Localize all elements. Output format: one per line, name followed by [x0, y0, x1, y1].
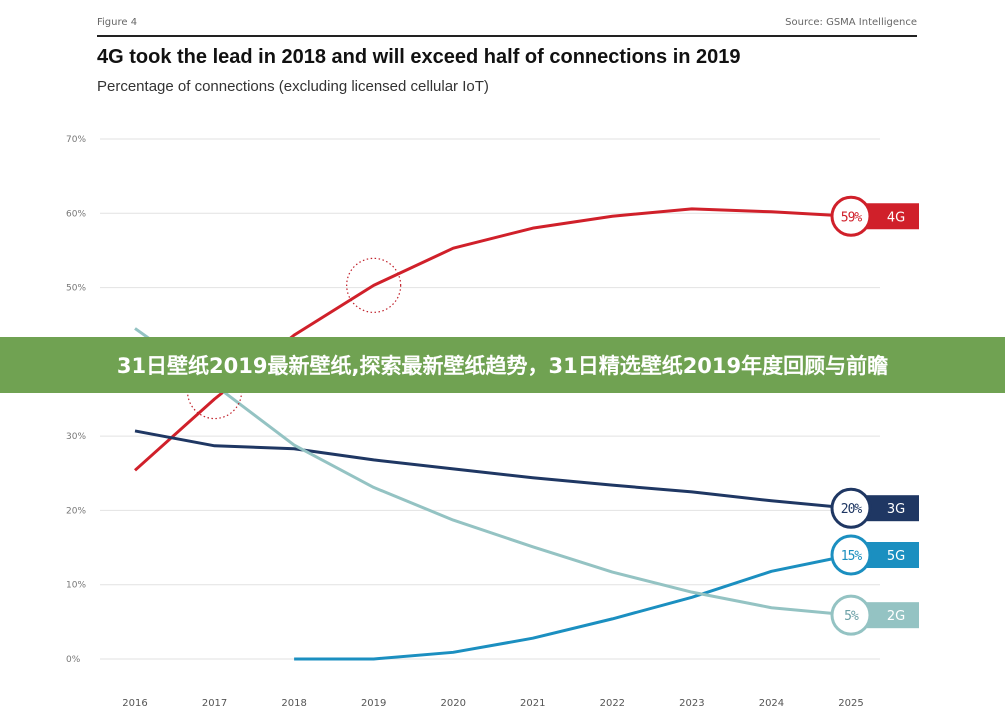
x-tick-label: 2020	[440, 698, 465, 709]
x-tick-label: 2016	[122, 698, 147, 709]
series-name-label: 5G	[887, 549, 905, 564]
series-name-label: 3G	[887, 502, 905, 517]
end-value-label: 15%	[841, 549, 863, 564]
series-name-label: 2G	[887, 609, 905, 624]
end-value-circle-5G	[830, 534, 872, 576]
chart-subtitle: Percentage of connections (excluding lic…	[97, 78, 489, 95]
x-tick-label: 2025	[838, 698, 863, 709]
y-tick-label: 70%	[66, 135, 86, 145]
series-line-5G	[294, 553, 852, 661]
end-value-circle-4G	[830, 195, 872, 237]
x-tick-label: 2023	[679, 698, 704, 709]
y-tick-label: 30%	[66, 432, 86, 442]
end-value-label: 59%	[841, 210, 863, 225]
y-tick-label: 0%	[66, 655, 81, 665]
end-value-label: 20%	[841, 502, 863, 517]
series-name-label: 4G	[887, 210, 905, 225]
figure-label: Figure 4	[97, 17, 138, 28]
x-tick-label: 2024	[759, 698, 784, 709]
y-tick-label: 20%	[66, 506, 86, 516]
title-banner: 31日壁纸2019最新壁纸,探索最新壁纸趋势，31日精选壁纸2019年度回顾与前…	[0, 337, 1005, 393]
header-divider	[97, 35, 917, 37]
x-tick-label: 2021	[520, 698, 545, 709]
x-tick-label: 2019	[361, 698, 386, 709]
y-tick-label: 10%	[66, 581, 86, 591]
series-line-2G	[134, 327, 852, 617]
y-tick-label: 60%	[66, 209, 86, 219]
x-tick-label: 2022	[600, 698, 625, 709]
y-tick-label: 50%	[66, 284, 86, 294]
series-line-3G	[134, 429, 852, 510]
source-label: Source: GSMA Intelligence	[785, 17, 917, 28]
end-value-label: 5%	[844, 609, 859, 624]
x-tick-label: 2018	[281, 698, 306, 709]
end-value-circle-2G	[830, 594, 872, 636]
end-value-circle-3G	[830, 487, 872, 529]
highlight-circle	[346, 257, 402, 313]
x-tick-label: 2017	[202, 698, 227, 709]
chart-title: 4G took the lead in 2018 and will exceed…	[97, 46, 741, 68]
